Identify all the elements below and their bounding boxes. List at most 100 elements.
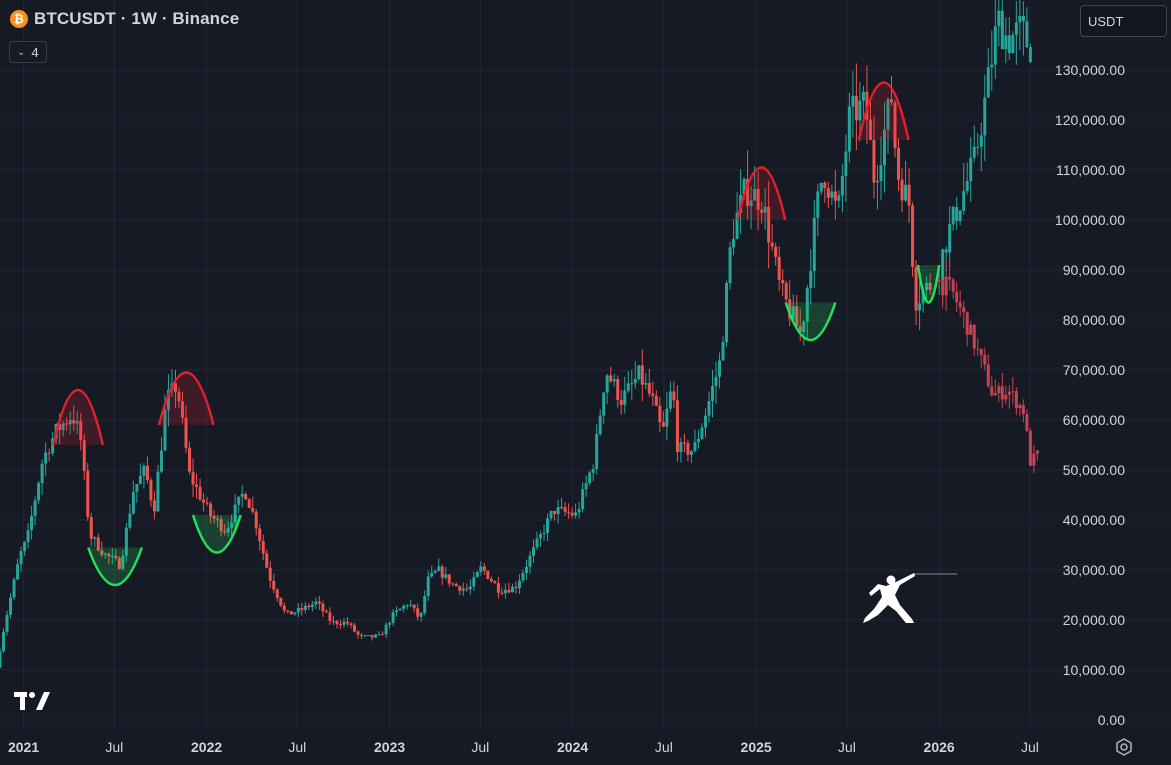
tradingview-logo[interactable]: [14, 690, 52, 712]
projection-down-candle: [1035, 450, 1039, 454]
candle: [735, 212, 739, 239]
candle: [247, 499, 251, 508]
candle: [658, 405, 662, 423]
candle: [542, 533, 546, 535]
candle: [826, 188, 830, 198]
bitcoin-icon: ₿: [10, 10, 28, 28]
candle: [479, 566, 483, 573]
top-arc: [157, 371, 215, 426]
candle: [465, 588, 469, 590]
candle: [293, 612, 297, 615]
candle: [890, 99, 894, 103]
candle: [86, 470, 90, 518]
candle: [823, 182, 827, 189]
candle: [809, 271, 813, 288]
indicators-toggle-button[interactable]: ⌄ 4: [9, 41, 47, 63]
candle: [598, 415, 602, 435]
candle: [12, 579, 16, 598]
candle: [419, 612, 423, 617]
candle: [619, 399, 623, 405]
candle: [279, 597, 283, 606]
price-tick-label: 20,000.00: [1063, 612, 1125, 628]
candle: [61, 423, 65, 430]
candle: [338, 624, 342, 626]
candle: [767, 206, 771, 243]
time-tick-label: 2021: [8, 739, 39, 755]
candle: [82, 439, 86, 471]
candle: [777, 256, 781, 280]
candle: [763, 206, 767, 213]
price-tick-label: 60,000.00: [1063, 412, 1125, 428]
candle: [882, 129, 886, 166]
candle: [528, 555, 532, 567]
candle: [675, 400, 679, 452]
candle: [840, 175, 844, 196]
price-tick-label: 50,000.00: [1063, 462, 1125, 478]
price-tick-label: 30,000.00: [1063, 562, 1125, 578]
candle: [230, 522, 234, 528]
gear-icon[interactable]: [1114, 737, 1134, 757]
candle: [138, 475, 142, 485]
candle: [661, 422, 665, 427]
candle: [553, 511, 557, 515]
candle: [461, 588, 465, 591]
projection-up-candle: [969, 157, 973, 181]
candle: [121, 555, 125, 569]
candle: [711, 386, 715, 401]
projection-down-candle: [1025, 414, 1029, 431]
candle: [472, 577, 476, 587]
projection-up-candle: [962, 191, 966, 211]
candle: [570, 512, 574, 516]
projection-down-candle: [976, 348, 980, 350]
projection-down-candle: [944, 276, 948, 296]
candle: [356, 631, 360, 635]
candle: [546, 518, 550, 534]
candle: [244, 493, 248, 500]
candle: [159, 450, 163, 472]
candle: [879, 165, 883, 181]
candle: [216, 518, 220, 520]
projection-up-candle: [983, 97, 987, 136]
candle: [581, 489, 585, 509]
candle: [352, 625, 356, 632]
projection-down-candle: [990, 386, 994, 396]
candle: [166, 389, 170, 410]
candle: [816, 191, 820, 218]
candle: [696, 438, 700, 443]
projection-up-candle: [986, 67, 990, 98]
candle: [921, 290, 925, 304]
candle: [433, 570, 437, 573]
candle: [795, 306, 799, 327]
candle: [79, 421, 83, 440]
projection-up-candle: [990, 64, 994, 68]
candle: [177, 392, 181, 402]
candle: [181, 401, 185, 418]
candle: [788, 299, 792, 319]
currency-selector[interactable]: USDT: [1080, 5, 1167, 37]
candle: [135, 484, 139, 492]
projection-up-candle: [1018, 15, 1022, 23]
candle: [5, 614, 9, 632]
candle: [517, 580, 521, 589]
symbol-header[interactable]: ₿ BTCUSDT · 1W · Binance: [10, 9, 239, 29]
candle: [605, 375, 609, 393]
projection-up-candle: [1025, 21, 1029, 48]
candle: [391, 612, 395, 624]
candle: [258, 528, 262, 542]
candle: [30, 515, 34, 531]
symbol-title: BTCUSDT · 1W · Binance: [34, 9, 240, 28]
candle: [149, 480, 153, 501]
candle: [103, 553, 107, 555]
projection-down-candle: [1032, 453, 1036, 466]
candle: [226, 527, 230, 533]
candle: [342, 621, 346, 625]
candle: [749, 200, 753, 207]
candle: [609, 375, 613, 382]
candle: [475, 572, 479, 578]
candle: [686, 442, 690, 455]
candle: [746, 178, 750, 207]
candle: [833, 191, 837, 201]
candle: [205, 502, 209, 504]
candle: [37, 483, 41, 501]
